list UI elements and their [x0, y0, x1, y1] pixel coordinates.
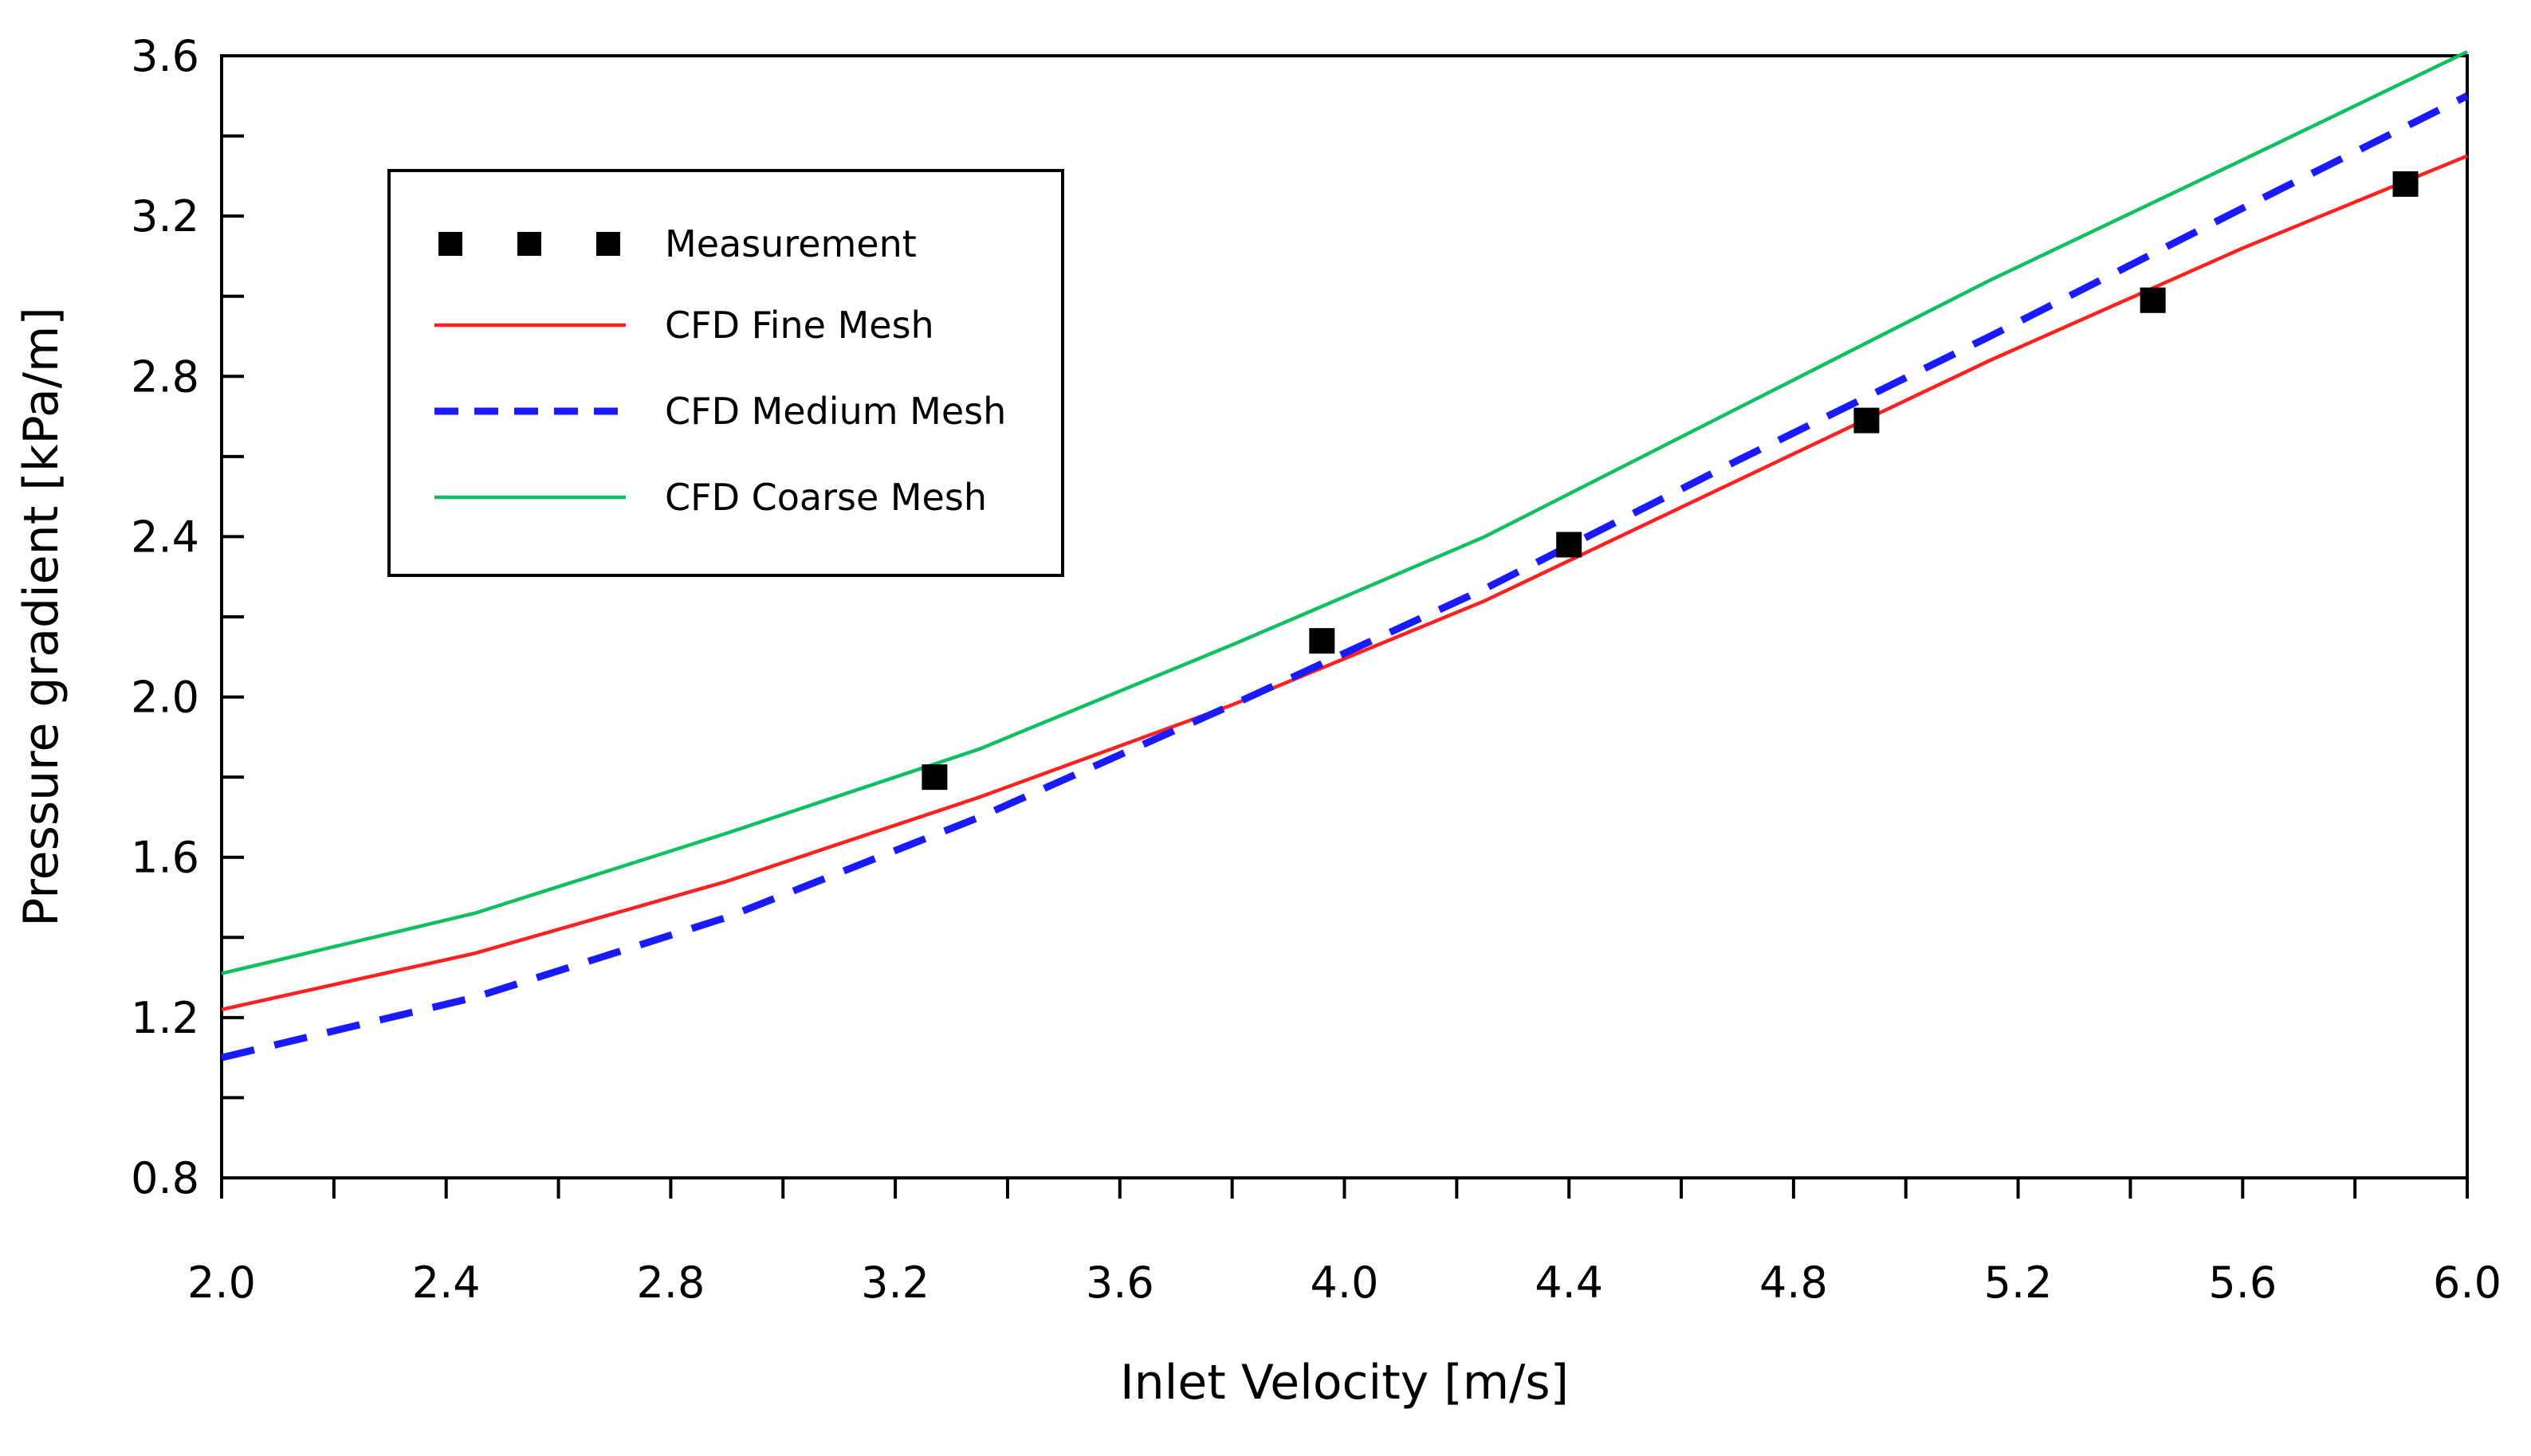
legend-label-cfd-coarse-mesh: CFD Coarse Mesh — [665, 476, 987, 519]
legend-marker-measurement — [517, 232, 541, 256]
x-tick-label: 2.4 — [412, 1258, 481, 1308]
x-tick-label: 4.4 — [1535, 1258, 1603, 1308]
x-tick-label: 3.2 — [861, 1258, 929, 1308]
y-tick-label: 2.8 — [131, 351, 199, 402]
x-tick-label: 4.8 — [1759, 1258, 1828, 1308]
x-tick-label: 4.0 — [1311, 1258, 1379, 1308]
y-axis-title: Pressure gradient [kPa/m] — [14, 307, 69, 927]
measurement-point — [1853, 408, 1879, 434]
measurement-point — [1556, 532, 1582, 557]
measurement-point — [2140, 288, 2166, 313]
measurement-point — [2393, 171, 2419, 197]
y-tick-label: 0.8 — [131, 1153, 199, 1203]
x-tick-label: 5.2 — [1984, 1258, 2053, 1308]
y-tick-label: 1.6 — [131, 833, 199, 883]
y-tick-label: 3.2 — [131, 191, 199, 241]
x-tick-label: 2.8 — [636, 1258, 705, 1308]
x-axis-title: Inlet Velocity [m/s] — [1120, 1355, 1569, 1411]
y-tick-label: 3.6 — [131, 31, 199, 81]
y-tick-label: 1.2 — [131, 993, 199, 1043]
measurement-point — [1309, 628, 1334, 653]
legend-marker-measurement — [596, 232, 620, 256]
legend-label-cfd-fine-mesh: CFD Fine Mesh — [665, 304, 934, 347]
legend-label-cfd-medium-mesh: CFD Medium Mesh — [665, 390, 1006, 433]
legend-label-measurement: Measurement — [665, 222, 917, 265]
x-tick-label: 5.6 — [2208, 1258, 2277, 1308]
y-tick-label: 2.4 — [131, 512, 199, 562]
x-tick-label: 6.0 — [2433, 1258, 2502, 1308]
y-tick-label: 2.0 — [131, 673, 199, 723]
x-tick-label: 3.6 — [1086, 1258, 1154, 1308]
measurement-point — [922, 764, 947, 790]
legend-marker-measurement — [438, 232, 462, 256]
x-tick-label: 2.0 — [187, 1258, 256, 1308]
